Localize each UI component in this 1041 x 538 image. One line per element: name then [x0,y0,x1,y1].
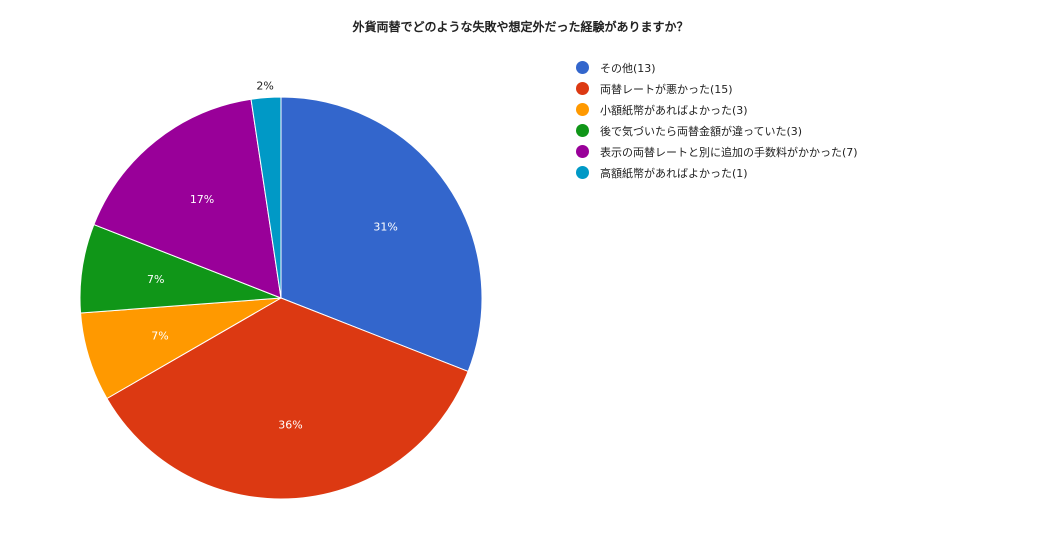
legend-label: その他(13) [600,61,656,75]
slice-percent-label: 36% [278,418,302,431]
pie-slice[interactable] [93,98,282,299]
legend-swatch-icon [576,61,589,74]
legend-label: 小額紙幣があればよかった(3) [600,103,748,117]
slice-percent-label: 7% [151,329,168,342]
legend-item[interactable]: 表示の両替レートと別に追加の手数料がかかった(7) [576,141,858,162]
pie-slice[interactable] [280,96,483,373]
legend-label: 表示の両替レートと別に追加の手数料がかかった(7) [600,145,858,159]
legend-label: 後で気づいたら両替金額が違っていた(3) [600,124,803,138]
slice-percent-label: 7% [147,273,164,286]
legend-swatch-icon [576,124,589,137]
legend-swatch-icon [576,82,589,95]
legend-item[interactable]: 後で気づいたら両替金額が違っていた(3) [576,120,858,141]
slice-percent-label: 17% [190,193,214,206]
legend-item[interactable]: その他(13) [576,57,858,78]
chart-title: 外貨両替でどのような失敗や想定外だった経験がありますか？ [352,20,689,34]
legend-swatch-icon [576,145,589,158]
legend-swatch-icon [576,103,589,116]
legend-item[interactable]: 高額紙幣があればよかった(1) [576,162,858,183]
legend-label: 高額紙幣があればよかった(1) [600,166,748,180]
legend-item[interactable]: 両替レートが悪かった(15) [576,78,858,99]
pie-slice[interactable] [106,297,469,500]
legend-label: 両替レートが悪かった(15) [600,82,733,96]
legend-swatch-icon [576,166,589,179]
pie-slice[interactable] [250,96,282,299]
legend-item[interactable]: 小額紙幣があればよかった(3) [576,99,858,120]
slice-percent-label: 2% [256,80,273,93]
chart-legend: その他(13) 両替レートが悪かった(15) 小額紙幣があればよかった(3) 後で気づ… [576,57,858,183]
slice-percent-label: 31% [373,221,397,234]
